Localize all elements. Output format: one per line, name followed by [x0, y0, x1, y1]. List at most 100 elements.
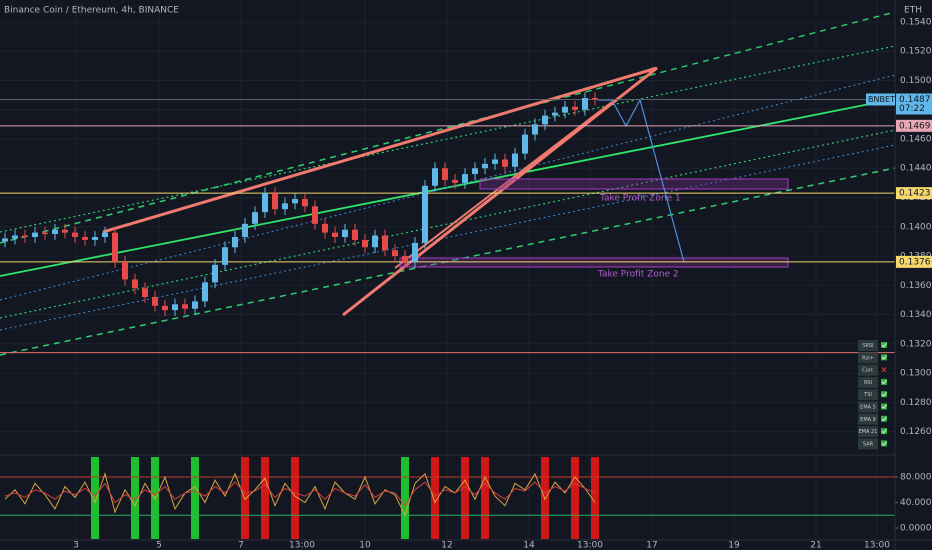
candle-body	[272, 193, 278, 210]
candle-body	[232, 237, 238, 248]
zone-label: Take Profit Zone 2	[597, 270, 679, 280]
candle-body	[92, 237, 98, 240]
status-label: EMA 5	[860, 405, 876, 411]
signal-bar	[591, 457, 599, 539]
x-tick-label: 10	[359, 541, 371, 550]
y-tick-label: 0.1500	[900, 76, 932, 86]
status-cell	[858, 340, 878, 351]
status-label: EMA 21	[859, 429, 878, 435]
zone-label: Take Profit Zone 1	[599, 194, 681, 204]
candle-body	[552, 112, 558, 116]
x-tick-label: 7	[238, 541, 244, 550]
candle-body	[222, 247, 228, 265]
y-tick-label: 0.1300	[900, 369, 932, 379]
candle-body	[402, 256, 408, 262]
channel-dotted	[0, 144, 896, 331]
x-tick-label: 14	[523, 541, 535, 550]
status-icon	[881, 403, 887, 410]
candle-body	[142, 288, 148, 297]
oscillator-line	[4, 481, 596, 507]
status-cell	[858, 352, 878, 364]
status-check	[881, 441, 887, 446]
price-tag-label: 0.1376	[899, 257, 931, 267]
candle-body	[162, 305, 168, 311]
oscillator-line	[4, 472, 596, 517]
wedge-top	[102, 66, 658, 234]
take-profit-zone	[479, 178, 789, 190]
status-cross	[881, 367, 887, 372]
price-tag	[896, 119, 932, 132]
candle-body	[172, 304, 178, 311]
price-tag	[896, 187, 932, 200]
x-tick-label: 21	[810, 541, 821, 550]
candle-body	[422, 185, 428, 243]
candle-body	[532, 124, 538, 135]
candle-body	[452, 179, 458, 183]
candle-body	[542, 115, 548, 125]
symbol-tag	[866, 93, 895, 106]
status-check	[881, 379, 887, 385]
candle-body	[582, 98, 588, 110]
candle-body	[502, 159, 508, 167]
signal-bar	[431, 457, 439, 539]
status-cell	[858, 364, 878, 376]
candle-body	[562, 106, 568, 113]
x-tick-label: 13:00	[289, 541, 315, 550]
candle-body	[512, 153, 518, 167]
price-tag	[896, 255, 932, 268]
chart-header: Binance Coin / Ethereum, 4h, BINANCE	[4, 6, 179, 16]
status-icon	[881, 440, 887, 447]
wedge-inner	[394, 101, 613, 269]
y-tick-label: 80.0000	[900, 472, 932, 482]
candle-body	[32, 232, 38, 238]
x-tick-label: 19	[728, 541, 740, 550]
channel-bottom	[0, 167, 896, 356]
status-icon	[881, 391, 887, 398]
candle-body	[252, 212, 258, 224]
candle-body	[302, 198, 308, 207]
signal-bar	[461, 457, 469, 539]
candle-body	[192, 301, 198, 309]
y-tick-label: 0.1460	[900, 134, 932, 144]
candle-body	[282, 203, 288, 210]
candle-body	[362, 239, 368, 248]
y-tick-label: 0.1320	[900, 339, 932, 349]
candle-body	[382, 235, 388, 251]
candle-body	[182, 304, 188, 309]
signal-bar	[481, 457, 489, 539]
status-check	[881, 355, 887, 360]
candle-body	[372, 235, 378, 248]
price-tag	[896, 93, 932, 115]
status-check	[881, 343, 887, 348]
candle-body	[52, 229, 58, 235]
status-label: SAR	[863, 441, 874, 447]
x-tick-label: 17	[646, 541, 657, 550]
signal-bar	[401, 457, 409, 539]
status-label: TSI	[863, 392, 872, 398]
x-tick-label: 5	[156, 541, 162, 550]
status-label: Curr.	[862, 368, 874, 374]
y-tick-label: 0.1280	[900, 398, 932, 408]
candle-body	[152, 296, 158, 306]
y-tick-label: 0.1520	[900, 47, 932, 57]
drawings	[0, 11, 896, 356]
candle-body	[472, 168, 478, 175]
channel-top	[0, 11, 896, 244]
candle-body	[432, 168, 438, 186]
status-check	[881, 429, 887, 434]
signal-bar	[131, 457, 139, 539]
status-icon	[881, 378, 887, 385]
candle-body	[292, 198, 298, 204]
candle-body	[392, 250, 398, 257]
status-cell	[858, 438, 878, 450]
y-tick-label: 0.1260	[900, 427, 932, 437]
y-tick-label: 0.1400	[900, 222, 932, 232]
candle-body	[412, 242, 418, 262]
signal-bar	[571, 457, 579, 539]
candle-body	[462, 174, 468, 183]
status-icon	[881, 354, 887, 361]
candle-body	[322, 223, 328, 233]
status-check	[881, 392, 887, 397]
countdown-label: 07:22	[899, 104, 925, 114]
wedge-bottom	[342, 66, 658, 317]
